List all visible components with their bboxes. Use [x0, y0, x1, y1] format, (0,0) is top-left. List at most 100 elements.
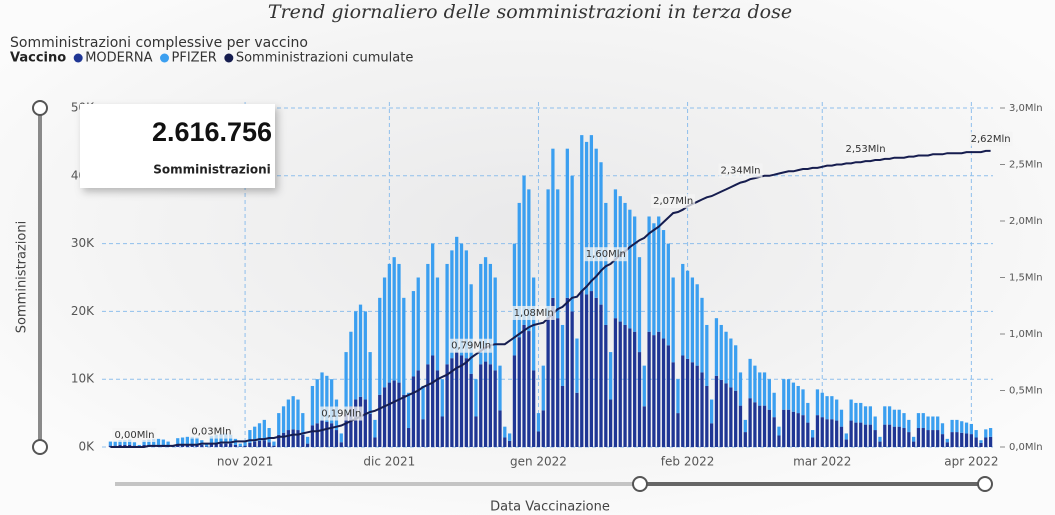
bar [301, 434, 305, 447]
bar [272, 445, 276, 447]
bar [349, 331, 353, 407]
bar [709, 399, 714, 424]
y-tick-label: 0K [78, 440, 95, 454]
bar [854, 422, 858, 447]
y2-tick-label: 1,0Mln [1009, 329, 1043, 340]
bar [551, 297, 555, 447]
bar [354, 311, 358, 400]
bar [397, 263, 401, 383]
bar [753, 365, 757, 403]
legend-title: Vaccino [10, 51, 66, 66]
y-slider-handle[interactable] [32, 100, 48, 116]
data-label-bg [112, 428, 157, 442]
bar [902, 413, 906, 429]
bar [825, 396, 829, 420]
bar [305, 436, 310, 444]
bar [916, 413, 921, 429]
bar [782, 409, 786, 447]
bar [354, 399, 358, 447]
bar [964, 433, 969, 447]
bar [459, 355, 464, 447]
bar [469, 284, 473, 374]
bar [666, 345, 670, 447]
data-label-bg [511, 305, 556, 320]
bar [368, 413, 372, 447]
bar [358, 304, 363, 397]
bar [738, 372, 743, 406]
bar [719, 324, 723, 380]
bar [926, 430, 930, 447]
bar [767, 379, 771, 410]
bar [902, 428, 906, 447]
bar [147, 439, 151, 445]
bar [556, 318, 560, 447]
bar [459, 243, 464, 356]
bar [541, 410, 545, 447]
bar [320, 372, 324, 421]
bar [137, 444, 141, 447]
bar [224, 443, 228, 447]
bar [560, 324, 565, 386]
bar [676, 379, 680, 414]
bar [426, 364, 430, 447]
bar [113, 440, 117, 446]
bar [435, 277, 440, 371]
bar [262, 440, 266, 447]
bar [584, 294, 589, 447]
bar [777, 426, 781, 436]
bar [859, 422, 863, 447]
bar [945, 442, 949, 447]
bar [724, 331, 728, 384]
bar [873, 430, 877, 447]
bar [517, 337, 521, 447]
bar [565, 148, 569, 298]
bar [695, 284, 699, 366]
bar [493, 370, 497, 447]
data-label-bg [449, 338, 494, 353]
bar [661, 230, 666, 339]
bar [349, 406, 353, 447]
bar [209, 444, 214, 447]
y-slider-handle[interactable] [32, 439, 48, 455]
bar [623, 202, 627, 325]
bar [248, 430, 252, 443]
bar [445, 364, 449, 447]
bar [738, 405, 743, 447]
bar [301, 413, 305, 435]
bar [786, 409, 791, 447]
bar [844, 433, 848, 440]
bar [762, 405, 767, 447]
bar [589, 135, 594, 292]
bar [810, 430, 815, 438]
bar [305, 443, 310, 447]
y2-tick-label: 3,0Mln [1009, 103, 1043, 114]
bar [762, 372, 767, 406]
x-slider-handle[interactable] [632, 476, 648, 492]
bar [238, 443, 242, 447]
bar [652, 223, 656, 336]
bar [575, 392, 579, 447]
legend-label: Somministrazioni cumulate [236, 51, 414, 66]
bar [599, 304, 603, 447]
bar [421, 419, 425, 447]
bar [363, 399, 367, 447]
bar [608, 352, 613, 400]
bar [815, 415, 820, 447]
bar [464, 358, 468, 447]
legend-marker [160, 53, 170, 63]
bar [849, 399, 853, 421]
bar [204, 446, 209, 447]
bar [488, 364, 493, 447]
bar [262, 419, 266, 441]
bar [426, 263, 430, 365]
x-slider-handle[interactable] [977, 476, 993, 492]
bar [402, 394, 406, 447]
bar [315, 379, 319, 424]
bar [647, 216, 651, 332]
bar [373, 419, 377, 438]
card-background [80, 104, 275, 188]
bar [416, 370, 420, 447]
bar [238, 446, 242, 447]
bar [974, 430, 978, 438]
